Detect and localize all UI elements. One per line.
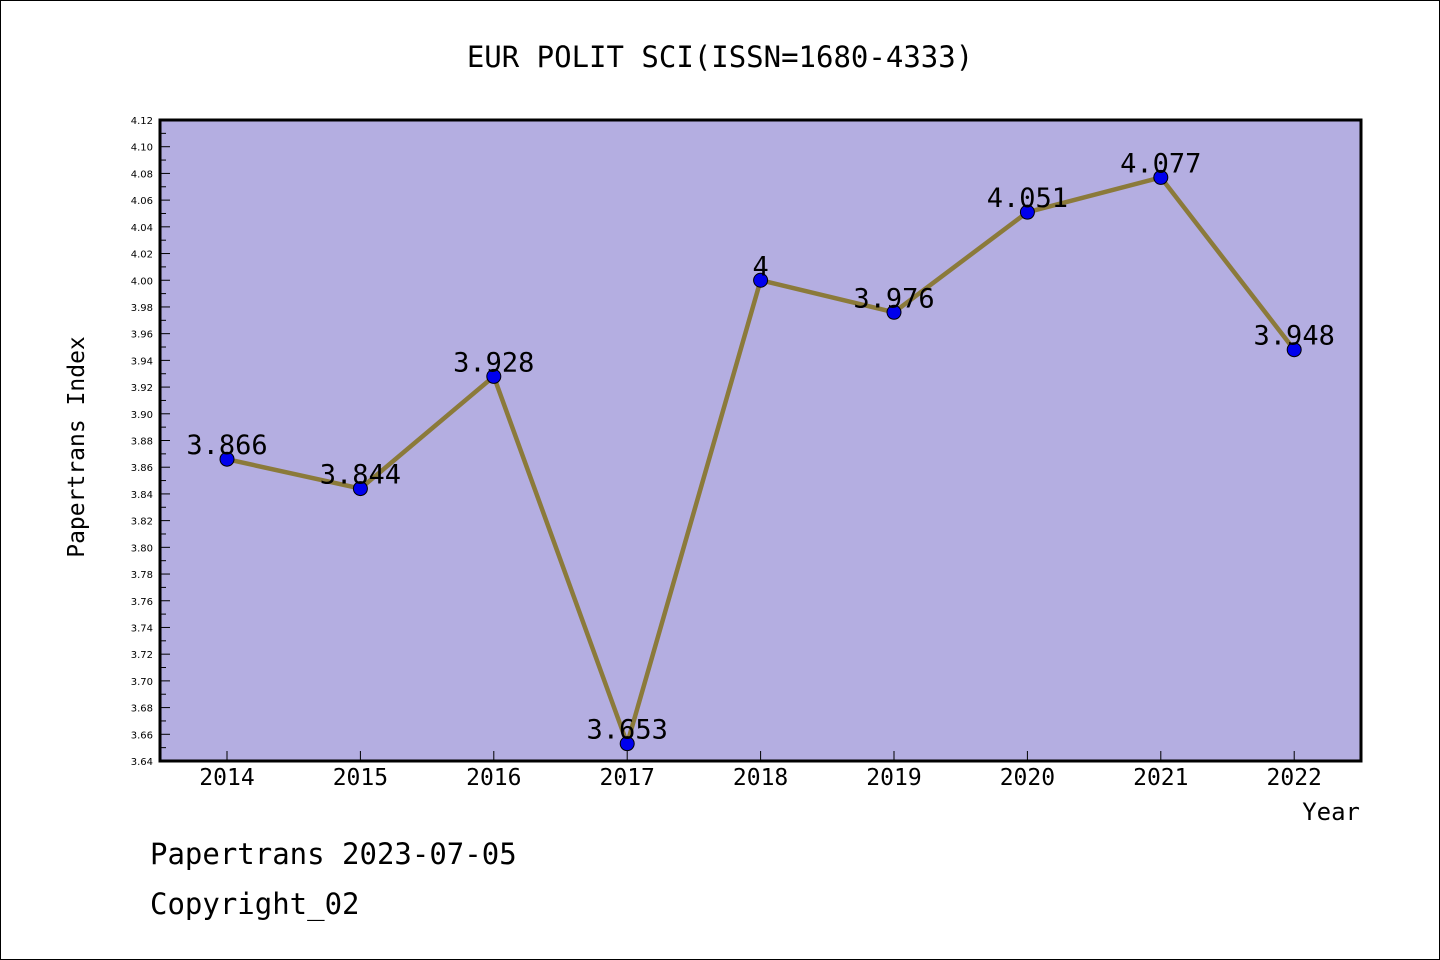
x-tick-label: 2018 bbox=[733, 765, 788, 791]
y-tick-label: 3.92 bbox=[131, 383, 153, 394]
data-label: 4.051 bbox=[987, 183, 1068, 214]
y-tick-label: 3.80 bbox=[131, 543, 153, 554]
y-tick-label: 3.98 bbox=[131, 303, 153, 314]
x-tick-label: 2016 bbox=[466, 765, 521, 791]
y-tick-label: 4.02 bbox=[131, 250, 153, 261]
data-point bbox=[619, 736, 635, 752]
y-tick-label: 3.88 bbox=[131, 437, 153, 448]
x-tick-label: 2019 bbox=[866, 765, 921, 791]
footer-date: Papertrans 2023-07-05 bbox=[150, 837, 517, 871]
data-label: 3.844 bbox=[320, 460, 401, 491]
data-label: 4 bbox=[752, 251, 768, 282]
data-label: 3.948 bbox=[1254, 321, 1335, 352]
x-tick-label: 2020 bbox=[1000, 765, 1055, 791]
y-tick-label: 3.66 bbox=[131, 730, 153, 741]
data-point bbox=[219, 451, 235, 467]
data-point bbox=[1019, 204, 1035, 220]
data-label: 3.928 bbox=[453, 347, 534, 378]
data-point bbox=[352, 481, 368, 497]
x-axis: 2014 2015 2016 2017 2018 2019 2020 2021 2022 bbox=[199, 751, 1322, 791]
data-point bbox=[486, 368, 502, 384]
data-point bbox=[1286, 342, 1302, 358]
plot-area bbox=[158, 118, 1363, 763]
y-tick-label: 3.96 bbox=[131, 330, 153, 341]
data-point bbox=[753, 272, 769, 288]
data-label: 4.077 bbox=[1120, 148, 1201, 179]
y-tick-label: 4.00 bbox=[131, 276, 153, 287]
x-tick-label: 2021 bbox=[1133, 765, 1188, 791]
series bbox=[219, 169, 1302, 752]
y-axis-label: Papertrans Index bbox=[64, 336, 90, 558]
data-point bbox=[886, 304, 902, 320]
data-label: 3.976 bbox=[853, 283, 934, 314]
y-tick-label: 3.86 bbox=[131, 463, 153, 474]
y-tick-label: 4.12 bbox=[131, 116, 153, 127]
data-label: 3.653 bbox=[587, 715, 668, 746]
x-axis-label: Year bbox=[1302, 798, 1360, 826]
x-tick-label: 2022 bbox=[1267, 765, 1322, 791]
y-tick-label: 3.64 bbox=[131, 757, 153, 768]
y-axis: 3.64 3.66 3.68 3.70 3.72 3.74 3.76 3.78 3.80 3.82… bbox=[131, 116, 170, 768]
y-tick-label: 3.72 bbox=[131, 650, 153, 661]
y-tick-label: 3.94 bbox=[131, 356, 153, 367]
y-tick-label: 3.84 bbox=[131, 490, 153, 501]
x-tick-label: 2017 bbox=[600, 765, 655, 791]
y-tick-label: 3.82 bbox=[131, 517, 153, 528]
y-tick-label: 4.06 bbox=[131, 196, 153, 207]
y-tick-label: 3.70 bbox=[131, 677, 153, 688]
y-tick-label: 3.78 bbox=[131, 570, 153, 581]
x-tick-label: 2014 bbox=[199, 765, 254, 791]
y-tick-label: 3.74 bbox=[131, 623, 153, 634]
y-tick-label: 3.68 bbox=[131, 704, 153, 715]
y-tick-label: 4.10 bbox=[131, 143, 153, 154]
chart-title: EUR POLIT SCI(ISSN=1680-4333) bbox=[467, 40, 973, 74]
x-tick-label: 2015 bbox=[333, 765, 388, 791]
y-tick-label: 3.76 bbox=[131, 597, 153, 608]
footer-copyright: Copyright_02 bbox=[150, 887, 360, 922]
y-tick-label: 3.90 bbox=[131, 410, 153, 421]
data-labels: 3.866 3.844 3.928 3.653 4 3.976 4.051 4.077 3.94… bbox=[186, 148, 1334, 745]
y-tick-label: 4.08 bbox=[131, 169, 153, 180]
data-label: 3.866 bbox=[186, 430, 267, 461]
y-tick-label: 4.04 bbox=[131, 223, 153, 234]
data-point bbox=[1153, 169, 1169, 185]
